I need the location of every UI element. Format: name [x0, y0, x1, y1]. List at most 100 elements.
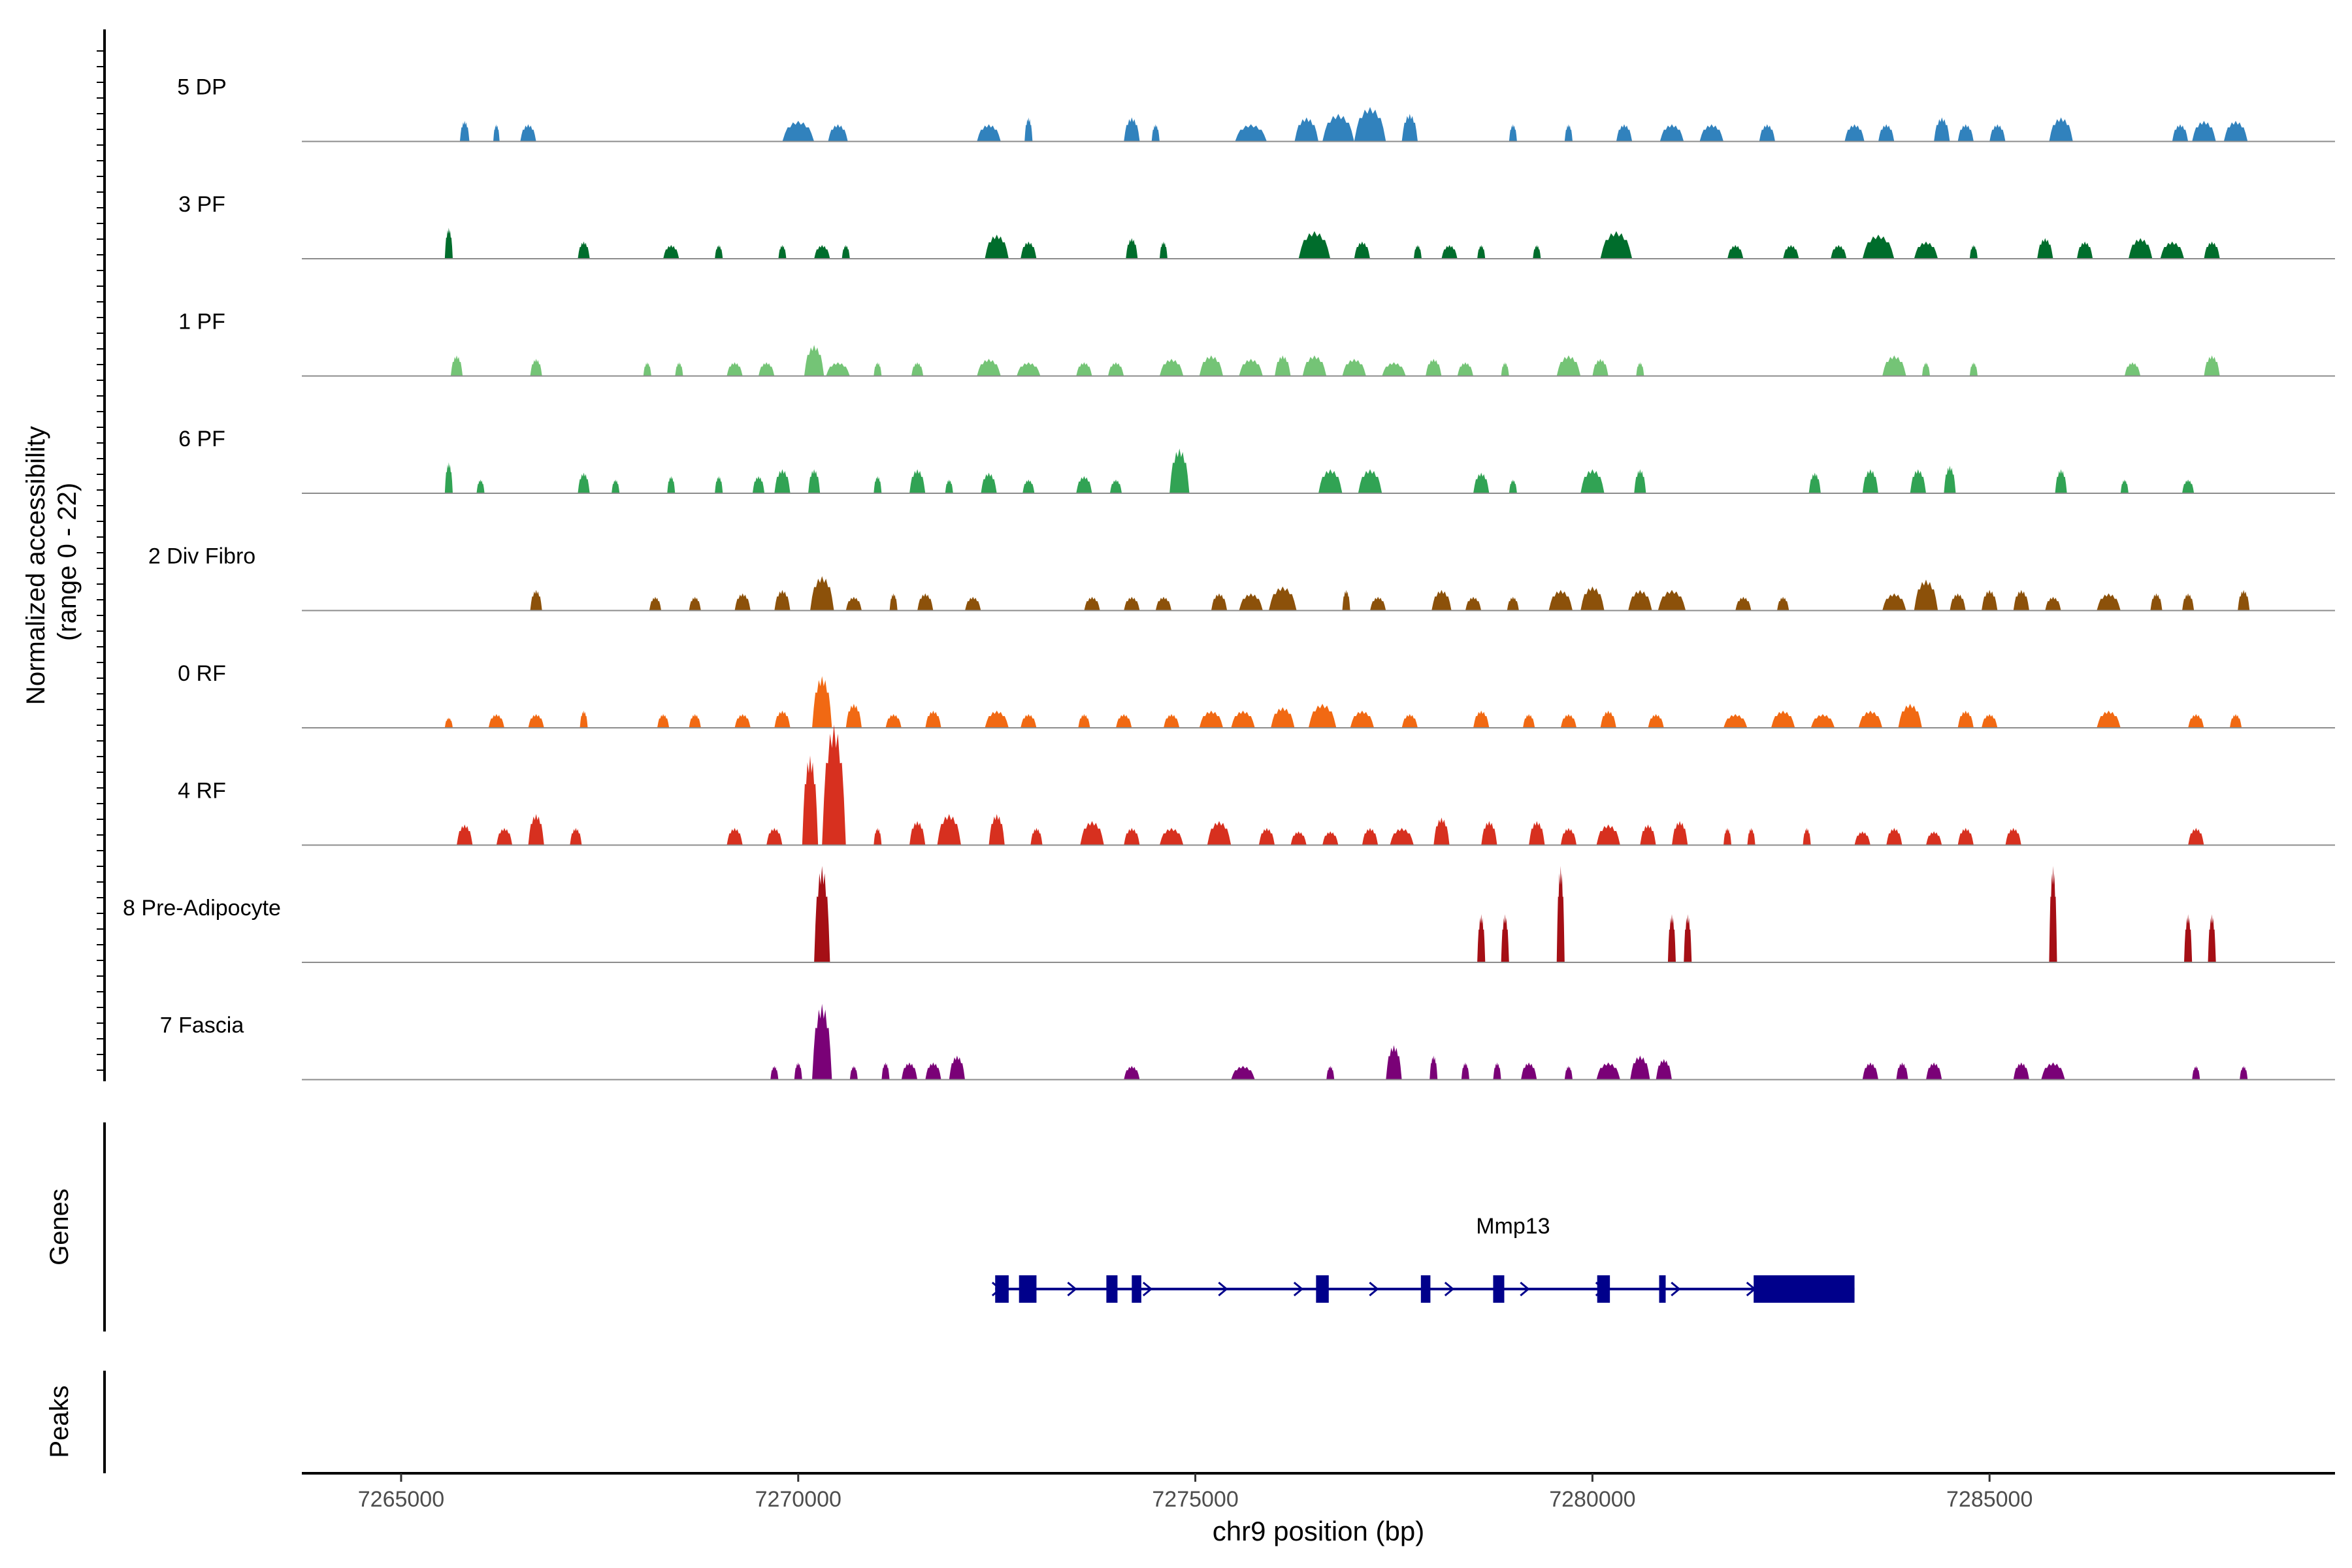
coverage-peak: [1298, 231, 1331, 259]
coverage-peak: [2208, 914, 2216, 962]
coverage-peak: [1207, 821, 1232, 845]
coverage-peak: [1078, 713, 1090, 728]
coverage-peak: [1433, 817, 1450, 845]
coverage-peak: [1382, 362, 1406, 376]
gene-utr-block: [1754, 1275, 1855, 1303]
coverage-peak: [1076, 362, 1092, 376]
coverage-peak: [1390, 828, 1414, 845]
strand-arrow: [1444, 1281, 1455, 1297]
coverage-peak: [1648, 713, 1664, 728]
coverage-peak: [1969, 244, 1978, 259]
coverage-peak: [1684, 914, 1692, 962]
coverage-peak: [2013, 1062, 2029, 1080]
genes-track-label: Genes: [45, 1188, 74, 1266]
coverage-peak: [1723, 828, 1732, 845]
coverage-peak: [2124, 362, 2141, 376]
coverage-peak: [1989, 124, 2006, 142]
x-tick-label: 7285000: [1946, 1487, 2033, 1512]
strand-arrow: [1218, 1281, 1228, 1297]
coverage-peak: [1473, 472, 1490, 493]
coverage-peak: [1934, 117, 1950, 142]
coverage-peak: [2240, 1066, 2248, 1080]
coverage-peak: [1634, 469, 1646, 493]
coverage-peak: [1523, 713, 1535, 728]
coverage-peak: [1616, 124, 1633, 142]
coverage-peak: [1808, 472, 1821, 493]
coverage-peak: [802, 755, 819, 845]
coverage-peak: [1124, 1066, 1140, 1080]
coverage-peak: [1596, 824, 1620, 845]
coverage-peak: [1628, 589, 1652, 611]
coverage-peak: [1723, 713, 1748, 728]
gene-exon: [1420, 1275, 1431, 1303]
coverage-peak: [1342, 589, 1350, 611]
coverage-peak: [1564, 1066, 1573, 1080]
coverage-peak: [520, 124, 536, 142]
coverage-peak: [1878, 124, 1895, 142]
gene-exon: [995, 1275, 1009, 1303]
coverage-peak: [812, 1004, 832, 1080]
coverage-peak: [925, 710, 941, 728]
coverage-peak: [1030, 828, 1043, 845]
coverage-tracks: 5 DP 3 PF 1 PF 6 PF 2 Div Fibro 0 RF 4 RF 8 Pre…: [123, 75, 2335, 1081]
coverage-peak: [578, 472, 590, 493]
coverage-peak: [1914, 241, 1938, 259]
coverage-peak: [1747, 828, 1756, 845]
coverage-peak: [1022, 479, 1035, 493]
strand-arrow: [1671, 1281, 1681, 1297]
coverage-peak: [1560, 828, 1577, 845]
coverage-peak: [1239, 593, 1263, 611]
coverage-peak: [752, 476, 765, 493]
coverage-peak: [1290, 831, 1307, 845]
coverage-peak: [1844, 124, 1865, 142]
coverage-peak: [1831, 244, 1847, 259]
gene-exon: [1019, 1275, 1037, 1303]
coverage-peak: [794, 1062, 802, 1080]
coverage-peak: [828, 124, 848, 142]
coverage-peak: [2128, 238, 2153, 259]
coverage-peak: [1957, 124, 1974, 142]
coverage-peak: [1950, 593, 1966, 611]
x-tick-label: 7270000: [755, 1487, 841, 1512]
coverage-peak: [689, 596, 701, 611]
track-0-rf: 0 RF: [178, 661, 2335, 728]
coverage-peak: [734, 593, 751, 611]
coverage-peak: [2229, 713, 2242, 728]
coverage-peak: [1401, 114, 1418, 142]
coverage-peak: [2223, 120, 2248, 142]
gene-exon: [1659, 1275, 1666, 1303]
coverage-peak: [1580, 586, 1605, 611]
track-label: 5 DP: [177, 75, 227, 100]
coverage-peak: [1457, 362, 1473, 376]
coverage-peak: [1080, 821, 1104, 845]
coverage-peak: [1672, 821, 1688, 845]
coverage-peak: [1560, 713, 1577, 728]
coverage-peak: [1926, 831, 1942, 845]
coverage-peak: [812, 676, 832, 728]
coverage-peak: [1556, 866, 1565, 962]
coverage-peak: [1630, 1055, 1650, 1080]
coverage-peak: [580, 710, 588, 728]
coverage-peak: [1957, 828, 1974, 845]
coverage-peak: [675, 362, 683, 376]
coverage-peak: [1441, 244, 1458, 259]
coverage-peak: [774, 589, 791, 611]
coverage-peak: [1636, 362, 1644, 376]
coverage-peak: [1858, 710, 1883, 728]
coverage-peak: [814, 866, 830, 962]
coverage-peak: [1413, 244, 1422, 259]
coverage-peak: [2005, 828, 2021, 845]
coverage-peak: [1473, 710, 1490, 728]
coverage-peak: [1854, 831, 1870, 845]
coverage-peak: [1354, 241, 1370, 259]
coverage-peak: [1465, 596, 1482, 611]
coverage-peak: [1294, 117, 1318, 142]
coverage-peak: [1342, 359, 1366, 376]
gene-track: Genes Mmp13: [45, 1122, 1855, 1331]
coverage-peak: [2204, 355, 2220, 376]
coverage-peak: [808, 469, 821, 493]
coverage-peak: [1533, 244, 1541, 259]
coverage-peak: [1024, 117, 1033, 142]
track-label: 2 Div Fibro: [148, 544, 255, 569]
track-8-pre-adipocyte: 8 Pre-Adipocyte: [123, 866, 2335, 963]
